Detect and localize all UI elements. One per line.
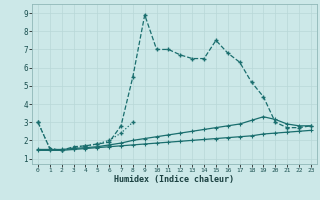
X-axis label: Humidex (Indice chaleur): Humidex (Indice chaleur) [115, 175, 234, 184]
